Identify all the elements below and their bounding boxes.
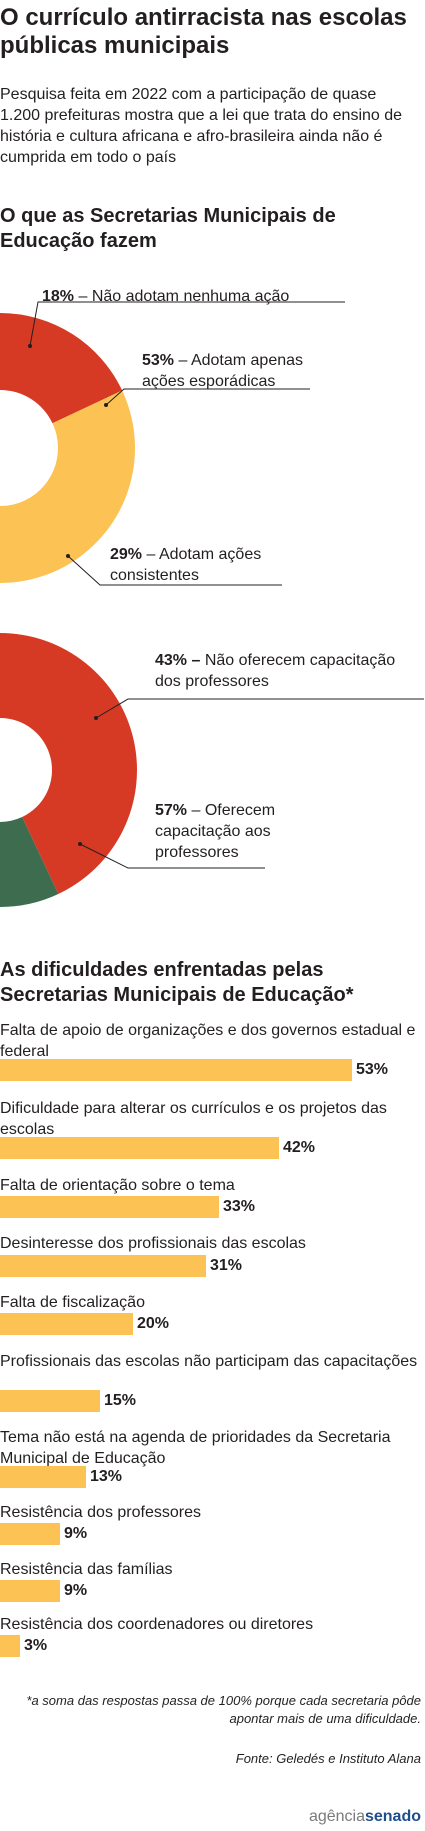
bar <box>0 1580 60 1602</box>
bar <box>0 1059 352 1081</box>
bar-value-label: 9% <box>64 1525 88 1542</box>
bar <box>0 1313 133 1335</box>
logo-part2: senado <box>364 1808 421 1825</box>
label-training-pct: 57% <box>155 802 188 819</box>
leader-line-4 <box>79 843 265 869</box>
bar-chart-difficulties: Falta de apoio de organizações e dos gov… <box>0 1020 425 1680</box>
bar-value-label: 33% <box>223 1198 256 1215</box>
label-no-training-pct: 43% – <box>155 652 201 669</box>
bar <box>0 1196 219 1218</box>
label-training-text: – Oferecem capacitação aos professores <box>155 802 276 861</box>
bar-category-label: Resistência dos coordenadores ou diretor… <box>0 1616 314 1633</box>
label-sporadic-pct: 53% <box>142 352 175 369</box>
bar-category-label: Resistência das famílias <box>0 1561 173 1578</box>
bar-category-label: Falta de fiscalização <box>0 1294 145 1311</box>
bar-category-label: Dificuldade para alterar os currículos e… <box>0 1100 387 1138</box>
label-no-training: 43% – Não oferecem capacitação dos profe… <box>155 650 420 692</box>
bar-category-label: Falta de orientação sobre o tema <box>0 1177 235 1194</box>
leader-line-0 <box>29 301 345 347</box>
bar-value-label: 15% <box>104 1392 137 1409</box>
bar-value-label: 3% <box>24 1637 48 1654</box>
leader-dot-1 <box>104 403 108 407</box>
leader-line-1 <box>105 388 310 406</box>
donut-chart-training <box>0 633 137 907</box>
bar <box>0 1137 279 1159</box>
bar-value-label: 9% <box>64 1582 88 1599</box>
leader-dot-4 <box>78 842 82 846</box>
donut-chart-actions <box>0 313 135 583</box>
bar <box>0 1390 100 1412</box>
label-no-action-pct: 18% <box>42 288 75 305</box>
bar-category-label: Resistência dos professores <box>0 1504 201 1521</box>
logo-part1: agência <box>308 1808 365 1825</box>
label-no-action: 18% – Não adotam nenhuma ação <box>42 286 342 307</box>
bar <box>0 1635 20 1657</box>
label-consistent: 29% – Adotam ações consistentes <box>110 544 280 586</box>
bar-category-label: Profissionais das escolas não participam… <box>0 1353 418 1370</box>
bar-value-label: 20% <box>137 1315 170 1332</box>
donut-training-slice-0 <box>0 633 137 894</box>
section-title-difficulties: As dificuldades enfrentadas pelas Secret… <box>0 959 354 1006</box>
bar-category-label: Tema não está na agenda de prioridades d… <box>0 1429 391 1467</box>
source: Fonte: Geledés e Instituto Alana <box>235 1751 421 1766</box>
page-title: O currículo antirracista nas escolas púb… <box>0 4 407 59</box>
label-no-training-text: Não oferecem capacitação dos professores <box>155 652 396 690</box>
label-consistent-text: – Adotam ações consistentes <box>110 546 262 584</box>
bar-value-label: 42% <box>283 1139 316 1156</box>
label-consistent-pct: 29% <box>110 546 143 563</box>
label-training: 57% – Oferecem capacitação aos professor… <box>155 800 305 863</box>
bar-category-label: Falta de apoio de organizações e dos gov… <box>0 1022 416 1060</box>
bar <box>0 1523 60 1545</box>
leader-line-3 <box>95 698 424 719</box>
bar-category-label: Desinteresse dos profissionais das escol… <box>0 1235 306 1252</box>
leader-dot-0 <box>28 344 32 348</box>
label-no-action-text: – Não adotam nenhuma ação <box>78 288 290 305</box>
section-title-actions: O que as Secretarias Municipais de Educa… <box>0 205 336 252</box>
label-sporadic-text: – Adotam apenas ações esporádicas <box>142 352 304 390</box>
leader-dot-3 <box>94 716 98 720</box>
footnote: *a soma das respostas passa de 100% porq… <box>26 1693 421 1726</box>
page-subtitle: Pesquisa feita em 2022 com a participaçã… <box>0 86 403 166</box>
bar-value-label: 13% <box>90 1468 123 1485</box>
donut-training-slice-1 <box>0 817 59 907</box>
agencia-senado-logo: agênciasenado <box>309 1807 421 1827</box>
leader-dot-2 <box>66 554 70 558</box>
label-sporadic: 53% – Adotam apenas ações esporádicas <box>142 350 312 392</box>
leader-lines <box>28 301 424 869</box>
bar <box>0 1255 206 1277</box>
bar <box>0 1466 86 1488</box>
bar-value-label: 53% <box>356 1061 389 1078</box>
leader-line-2 <box>67 555 282 586</box>
donut-actions-slice-1 <box>0 390 135 583</box>
bar-value-label: 31% <box>210 1257 243 1274</box>
